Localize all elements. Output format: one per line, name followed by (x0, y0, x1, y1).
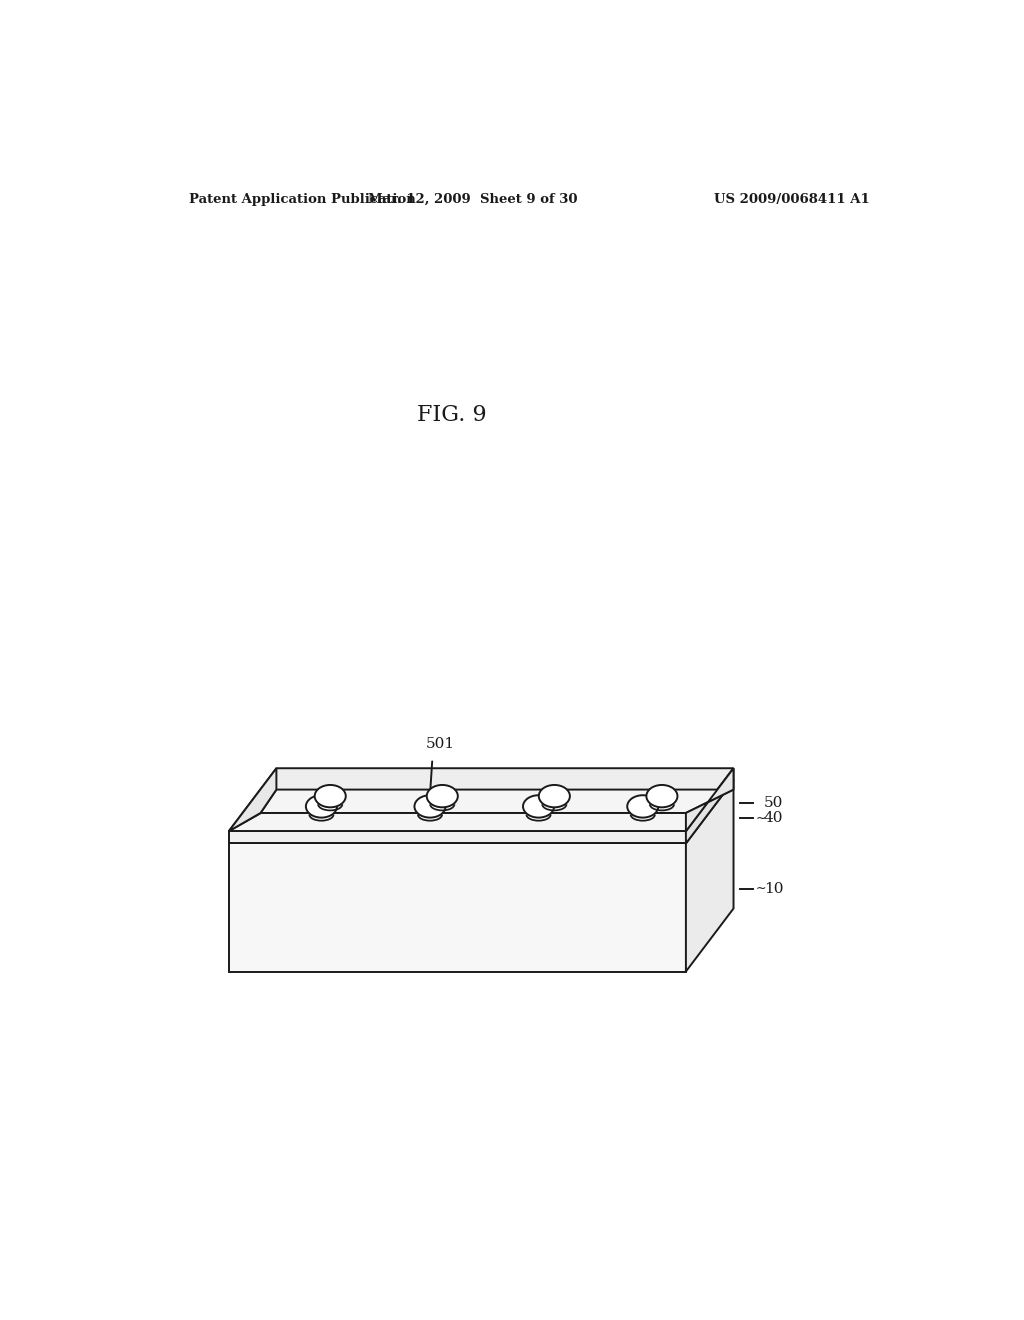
Ellipse shape (427, 785, 458, 808)
Ellipse shape (314, 785, 346, 808)
Ellipse shape (628, 795, 658, 817)
Text: Patent Application Publication: Patent Application Publication (189, 193, 416, 206)
Ellipse shape (306, 795, 337, 817)
Text: FIG. 9: FIG. 9 (417, 404, 486, 425)
Ellipse shape (523, 795, 554, 817)
Text: 40: 40 (764, 812, 783, 825)
Polygon shape (228, 780, 733, 843)
Polygon shape (686, 768, 733, 832)
Polygon shape (228, 768, 276, 832)
Ellipse shape (539, 785, 570, 808)
Polygon shape (260, 789, 733, 813)
Text: ∼: ∼ (756, 882, 766, 895)
Text: 50: 50 (764, 796, 783, 810)
Text: 501: 501 (426, 737, 455, 751)
Polygon shape (686, 780, 733, 972)
Text: ∼: ∼ (756, 812, 766, 825)
Polygon shape (228, 843, 686, 972)
Polygon shape (686, 768, 733, 843)
Polygon shape (228, 768, 733, 832)
Polygon shape (228, 813, 686, 832)
Polygon shape (228, 832, 686, 843)
Text: 10: 10 (764, 882, 783, 895)
Text: Mar. 12, 2009  Sheet 9 of 30: Mar. 12, 2009 Sheet 9 of 30 (369, 193, 578, 206)
Ellipse shape (646, 785, 678, 808)
Text: US 2009/0068411 A1: US 2009/0068411 A1 (715, 193, 870, 206)
Ellipse shape (415, 795, 445, 817)
